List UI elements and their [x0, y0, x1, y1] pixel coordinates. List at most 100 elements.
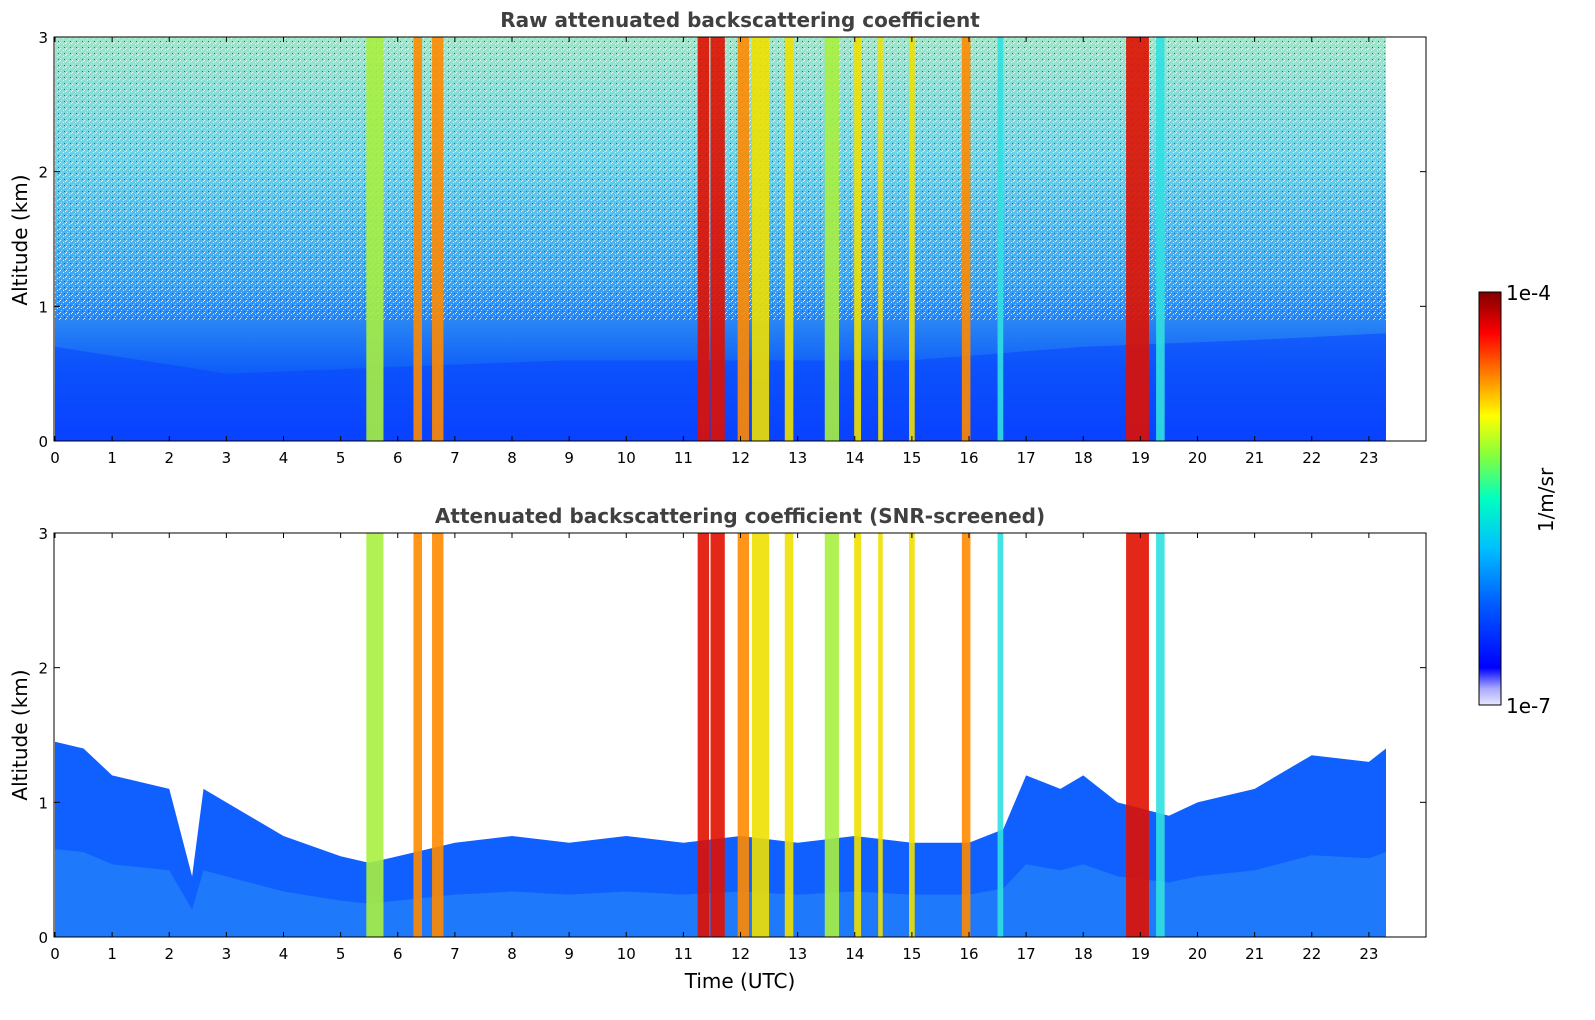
bottom-x-tick-label: 3	[222, 945, 232, 963]
bottom-y-axis: 0 1 2 3	[38, 525, 1426, 947]
bottom-x-tick-label: 22	[1302, 945, 1321, 963]
top-signal-column	[909, 37, 915, 441]
top-x-tick-label: 13	[788, 449, 807, 467]
bottom-x-tick-label: 6	[393, 945, 403, 963]
bottom-x-tick-label: 10	[617, 945, 636, 963]
bottom-signal-column	[697, 533, 710, 937]
bottom-x-tick-label: 9	[564, 945, 574, 963]
top-panel-plot	[55, 37, 1386, 441]
top-x-tick-label: 0	[50, 449, 60, 467]
bottom-signal-column	[909, 533, 915, 937]
bottom-signal-column	[366, 533, 384, 937]
top-x-tick-label: 14	[845, 449, 864, 467]
top-y-axis: 0 1 2 3	[38, 29, 1426, 451]
bottom-x-tick-label: 8	[507, 945, 517, 963]
bottom-panel-plot	[55, 533, 1386, 937]
top-x-tick-label: 11	[674, 449, 693, 467]
bottom-y-tick-label: 3	[38, 525, 48, 543]
top-x-tick-label: 22	[1302, 449, 1321, 467]
top-panel-title: Raw attenuated backscattering coefficien…	[500, 8, 980, 32]
top-y-tick-label: 2	[38, 164, 48, 182]
top-signal-column	[1156, 37, 1165, 441]
bottom-x-tick-label: 16	[959, 945, 978, 963]
bottom-x-tick-label: 12	[731, 945, 750, 963]
top-x-tick-label: 2	[164, 449, 174, 467]
bottom-x-tick-label: 20	[1188, 945, 1207, 963]
top-signal-column	[366, 37, 384, 441]
top-x-tick-label: 17	[1017, 449, 1036, 467]
top-x-tick-label: 19	[1131, 449, 1150, 467]
bottom-signal-column	[413, 533, 423, 937]
bottom-x-tick-label: 11	[674, 945, 693, 963]
top-y-tick-label: 3	[38, 29, 48, 47]
top-y-axis-label: Altitude (km)	[8, 174, 32, 305]
bottom-panel-title: Attenuated backscattering coefficient (S…	[435, 504, 1045, 528]
bottom-y-tick-label: 1	[38, 794, 48, 812]
top-x-tick-label: 1	[107, 449, 117, 467]
bottom-x-tick-label: 2	[164, 945, 174, 963]
bottom-signal-column	[432, 533, 444, 937]
top-signal-column	[751, 37, 770, 441]
top-signal-column	[854, 37, 862, 441]
colorbar	[1478, 291, 1502, 706]
top-x-tick-label: 6	[393, 449, 403, 467]
top-x-tick-label: 12	[731, 449, 750, 467]
top-signal-column	[1126, 37, 1149, 441]
bottom-signal-column	[710, 533, 725, 937]
top-signal-column	[997, 37, 1004, 441]
bottom-x-axis: 0 1 2 3 4 5 6 7 8 9 10 11 12 13 14 15 16 17 18 19 20 21 22 23	[50, 533, 1378, 963]
bottom-x-tick-label: 19	[1131, 945, 1150, 963]
bottom-signal-column	[997, 533, 1004, 937]
top-x-tick-label: 23	[1359, 449, 1378, 467]
bottom-x-tick-label: 18	[1074, 945, 1093, 963]
x-axis-label: Time (UTC)	[684, 969, 796, 993]
bottom-x-tick-label: 21	[1245, 945, 1264, 963]
top-signal-column	[710, 37, 725, 441]
colorbar-min-label: 1e-7	[1506, 694, 1551, 718]
top-signal-column	[413, 37, 423, 441]
top-x-tick-label: 8	[507, 449, 517, 467]
top-x-axis: 0 1 2 3 4 5 6 7 8 9 10 11 12 13 14 15 16 17 18 19 20 21 22 23	[50, 37, 1378, 467]
top-x-tick-label: 16	[959, 449, 978, 467]
top-x-tick-label: 7	[450, 449, 460, 467]
bottom-y-tick-label: 2	[38, 660, 48, 678]
bottom-signal-column	[824, 533, 840, 937]
bottom-signal-column	[751, 533, 770, 937]
top-signal-column	[697, 37, 710, 441]
top-x-tick-label: 20	[1188, 449, 1207, 467]
bottom-x-tick-label: 1	[107, 945, 117, 963]
bottom-signal-column	[1126, 533, 1149, 937]
bottom-signal-column	[737, 533, 750, 937]
bottom-signal-column	[1156, 533, 1165, 937]
top-signal-column	[824, 37, 840, 441]
colorbar-unit-label: 1/m/sr	[1534, 467, 1558, 532]
top-x-tick-label: 3	[222, 449, 232, 467]
bottom-x-tick-label: 7	[450, 945, 460, 963]
top-signal-column	[961, 37, 971, 441]
top-x-tick-label: 5	[336, 449, 346, 467]
colorbar-max-label: 1e-4	[1506, 281, 1551, 305]
bottom-x-tick-label: 4	[279, 945, 289, 963]
bottom-signal-column	[961, 533, 971, 937]
bottom-y-axis-label: Altitude (km)	[8, 669, 32, 800]
top-signal-column	[737, 37, 750, 441]
top-x-tick-label: 15	[902, 449, 921, 467]
bottom-signal-column	[854, 533, 862, 937]
bottom-x-tick-label: 23	[1359, 945, 1378, 963]
bottom-x-tick-label: 17	[1017, 945, 1036, 963]
top-y-tick-label: 0	[38, 433, 48, 451]
bottom-y-tick-label: 0	[38, 929, 48, 947]
bottom-signal-column	[784, 533, 794, 937]
top-x-tick-label: 9	[564, 449, 574, 467]
top-x-tick-label: 18	[1074, 449, 1093, 467]
top-signal-column	[878, 37, 883, 441]
top-x-tick-label: 10	[617, 449, 636, 467]
bottom-x-tick-label: 13	[788, 945, 807, 963]
top-x-tick-label: 21	[1245, 449, 1264, 467]
top-x-tick-label: 4	[279, 449, 289, 467]
top-signal-column	[432, 37, 444, 441]
bottom-x-tick-label: 15	[902, 945, 921, 963]
top-signal-column	[784, 37, 794, 441]
bottom-signal-column	[878, 533, 883, 937]
